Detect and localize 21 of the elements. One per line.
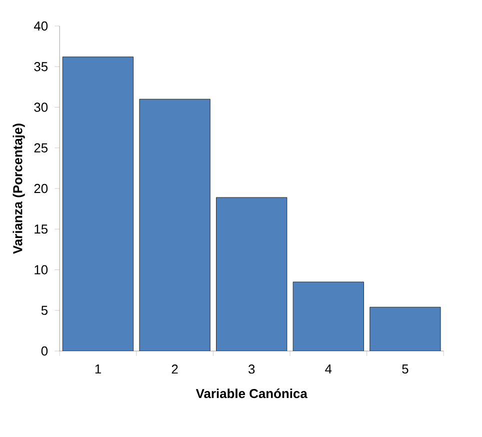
y-tick-label: 30 [34,102,48,112]
y-tick-label: 25 [34,143,48,152]
y-tick-label: 35 [34,62,48,72]
bar [370,306,441,351]
x-tick-label: 3 [248,364,255,374]
x-tick-label: 4 [325,364,332,374]
x-tick-label: 5 [402,364,408,374]
y-tick-label: 40 [34,21,48,31]
bar [216,197,288,351]
x-tick-label: 2 [172,364,178,374]
x-axis-title: Variable Canónica [196,388,308,398]
y-tick-label: 0 [41,346,48,356]
bar [62,56,134,351]
x-tick-label: 1 [95,364,101,374]
y-tick-label: 15 [34,224,48,234]
bar [139,98,210,351]
y-axis-title: Varianza (Porcentaje) [12,124,25,254]
y-tick-label: 20 [34,184,48,194]
bar [292,282,364,351]
y-tick-label: 10 [34,265,48,274]
y-tick-label: 5 [41,306,48,315]
